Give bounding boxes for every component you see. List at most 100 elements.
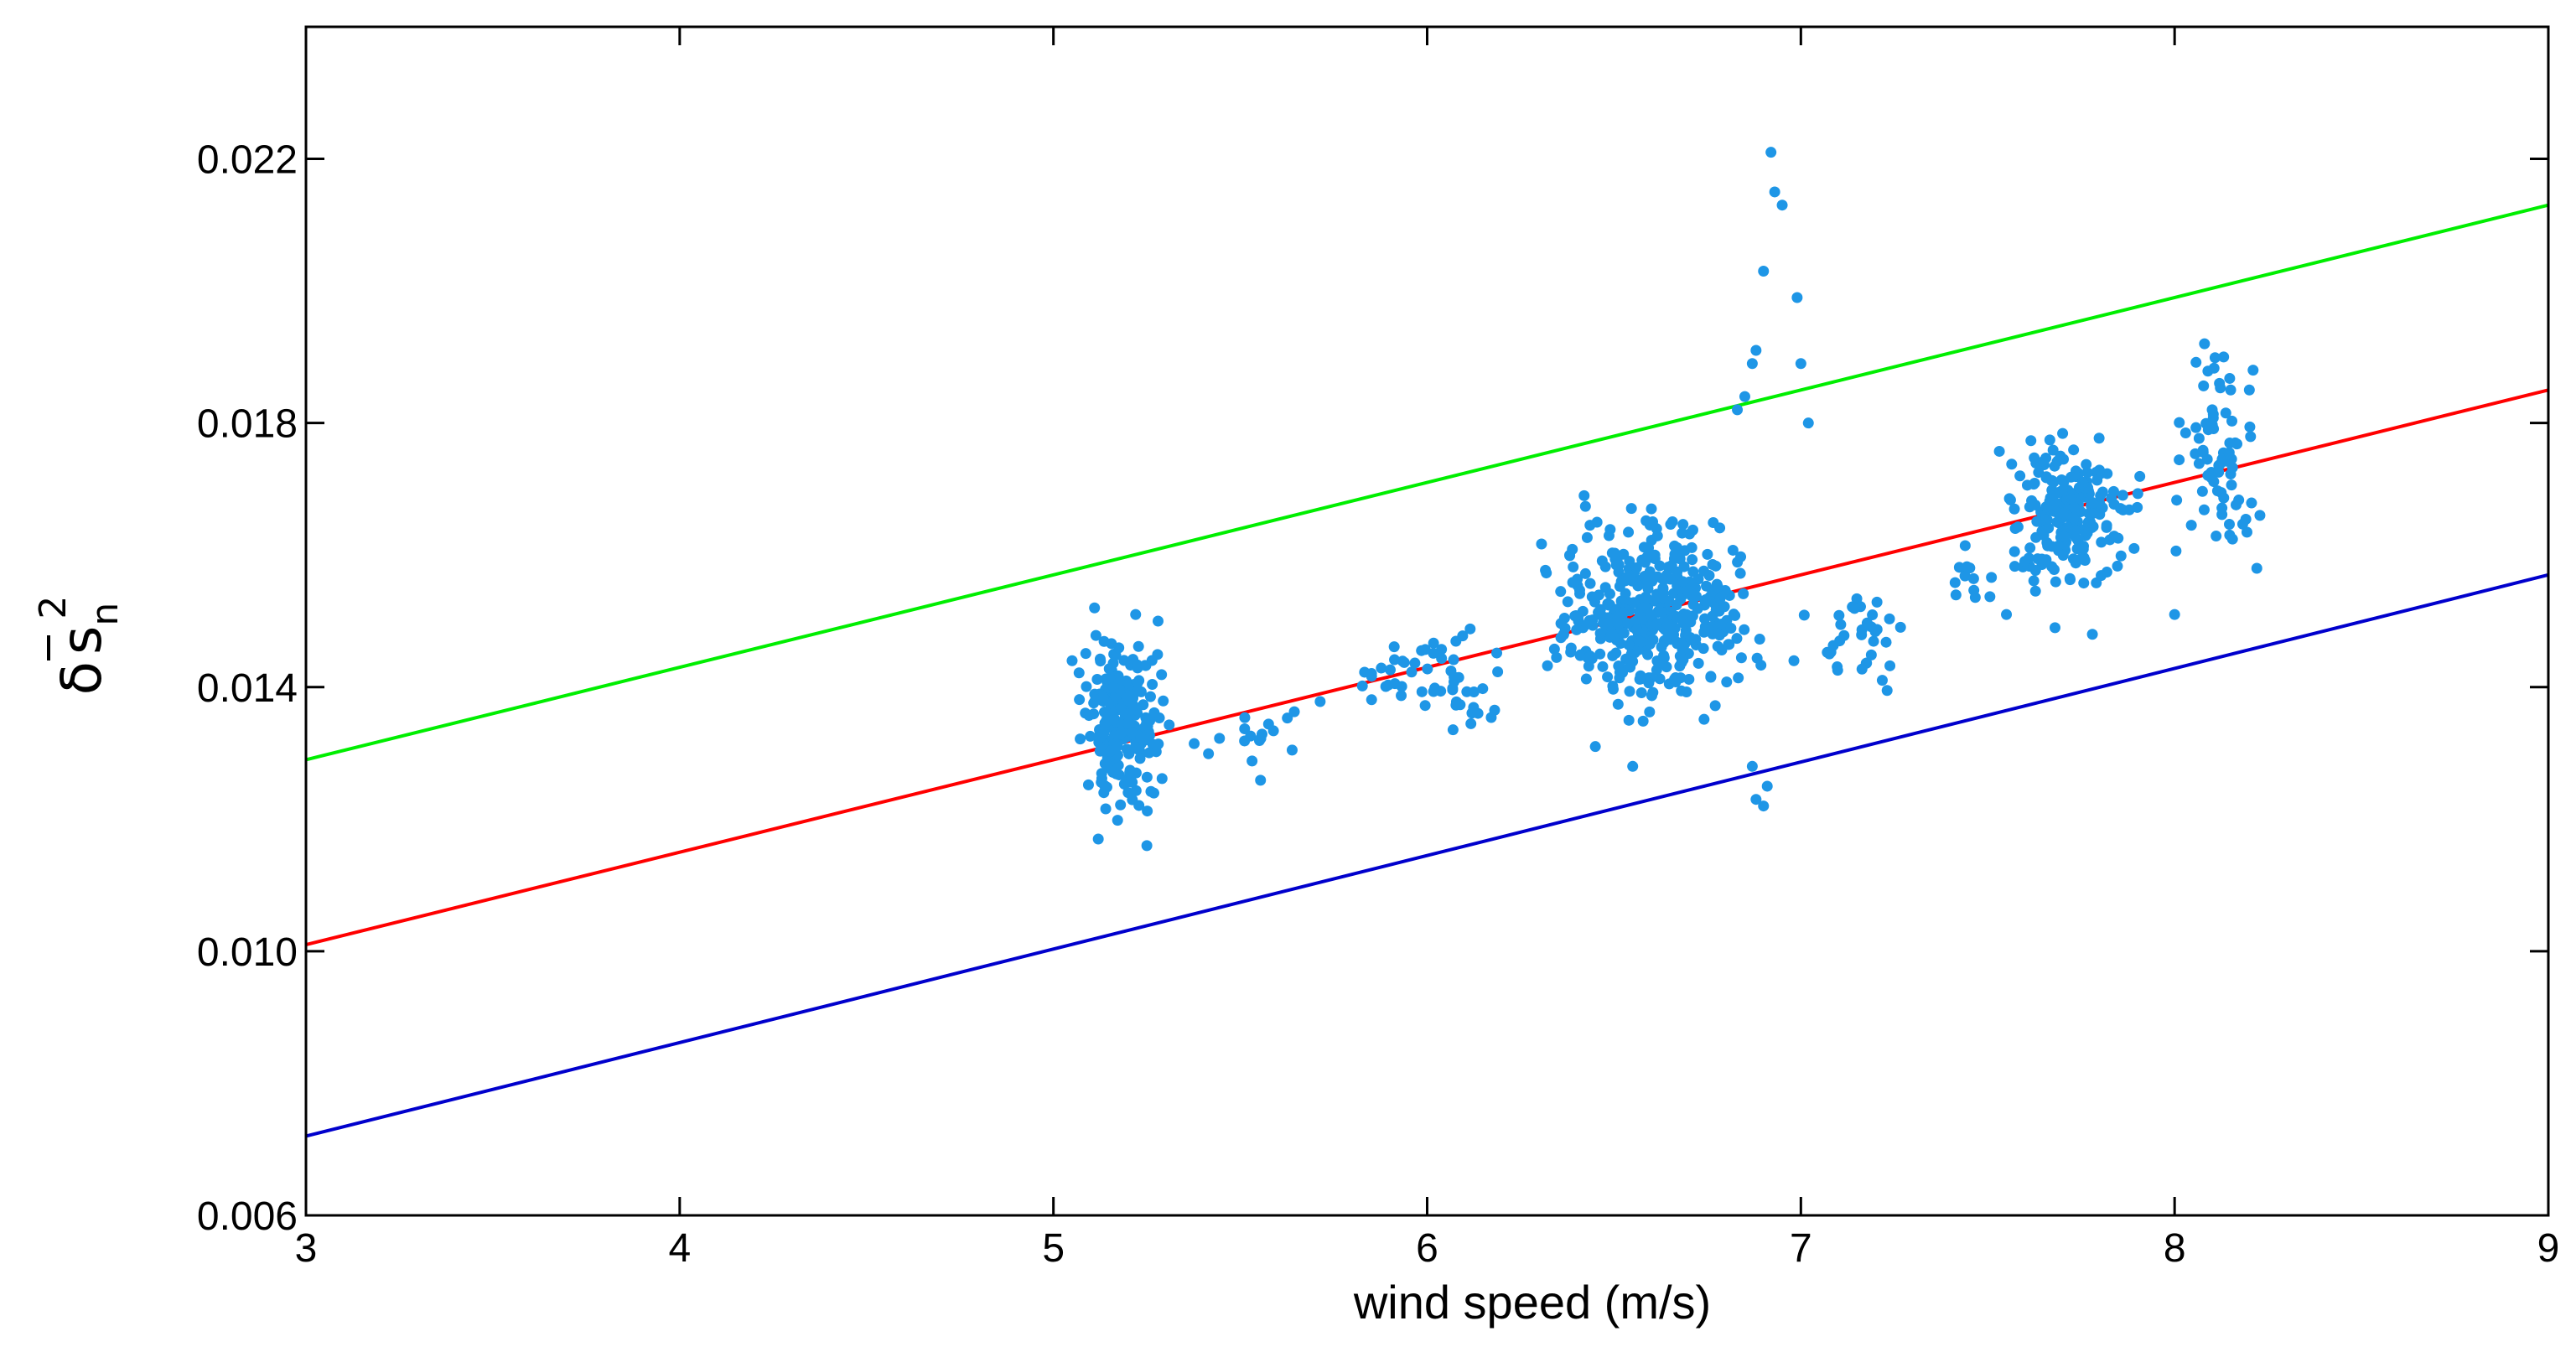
- data-point: [2061, 521, 2073, 533]
- data-point: [2048, 563, 2060, 575]
- data-point: [1450, 635, 1462, 647]
- data-point: [1129, 742, 1141, 754]
- data-point: [1113, 642, 1125, 654]
- data-point: [1871, 596, 1883, 608]
- data-point: [1625, 503, 1637, 515]
- data-point: [1950, 589, 1962, 601]
- data-point: [2031, 515, 2043, 527]
- data-point: [1765, 147, 1777, 158]
- data-point: [2117, 490, 2128, 501]
- data-point: [1127, 700, 1139, 712]
- data-point: [1746, 760, 1758, 772]
- data-point: [1635, 636, 1647, 648]
- data-point: [1214, 733, 1226, 744]
- data-point: [1101, 707, 1112, 718]
- series-line-lower-bound: [305, 572, 2549, 1138]
- data-point: [2226, 462, 2238, 474]
- data-point: [1472, 707, 1484, 719]
- data-point: [1606, 628, 1618, 640]
- data-point: [1627, 655, 1639, 667]
- data-point: [1140, 660, 1152, 671]
- data-point: [1555, 586, 1567, 598]
- data-point: [2052, 541, 2064, 552]
- data-point: [1144, 715, 1156, 727]
- data-point: [1618, 627, 1630, 639]
- data-point: [1156, 773, 1168, 785]
- data-point: [1776, 199, 1788, 211]
- data-point: [1690, 590, 1702, 602]
- data-point: [1239, 723, 1251, 735]
- data-point: [2211, 531, 2222, 542]
- data-point: [1984, 591, 1996, 603]
- data-point: [2244, 421, 2256, 433]
- data-point: [1134, 753, 1146, 764]
- data-point: [1959, 540, 1971, 552]
- data-point: [1692, 573, 1704, 585]
- data-point: [1656, 607, 1668, 619]
- data-point: [1591, 516, 1603, 528]
- data-point: [1721, 676, 1733, 688]
- data-point: [2050, 576, 2061, 588]
- data-point: [2029, 585, 2041, 597]
- data-point: [1639, 571, 1651, 583]
- data-point: [1631, 624, 1643, 636]
- data-point: [1356, 680, 1368, 692]
- data-point: [2087, 497, 2099, 509]
- data-point: [1132, 685, 1143, 697]
- data-point: [1707, 558, 1718, 570]
- data-point: [2170, 545, 2182, 557]
- data-point: [1492, 666, 1504, 677]
- data-point: [2218, 351, 2230, 363]
- data-point: [1651, 619, 1662, 630]
- data-point: [1428, 686, 1439, 697]
- x-tick-label: 9: [2537, 1226, 2560, 1271]
- data-point: [2050, 622, 2060, 634]
- data-point: [2246, 497, 2257, 509]
- data-point: [1880, 636, 1892, 648]
- data-point: [2086, 508, 2098, 520]
- data-point: [2196, 485, 2208, 497]
- data-point: [2048, 476, 2060, 488]
- data-point: [1727, 544, 1739, 556]
- data-point: [1677, 640, 1688, 651]
- data-point: [1130, 785, 1142, 796]
- data-point: [2029, 565, 2041, 577]
- data-point: [1107, 681, 1119, 693]
- data-point: [1699, 613, 1711, 624]
- data-point: [1127, 727, 1138, 738]
- data-point: [1075, 733, 1086, 745]
- data-point: [1594, 628, 1606, 640]
- data-point: [2085, 516, 2097, 528]
- data-point: [1080, 648, 1091, 660]
- data-point: [2107, 485, 2119, 497]
- data-point: [2254, 510, 2266, 521]
- data-point: [1876, 675, 1888, 686]
- data-point: [1603, 530, 1615, 541]
- data-point: [2225, 384, 2237, 396]
- data-point: [1586, 591, 1598, 603]
- data-point: [1868, 635, 1879, 647]
- data-point: [2101, 520, 2112, 531]
- data-point: [2091, 577, 2102, 588]
- data-point: [2223, 447, 2235, 458]
- data-point: [2068, 444, 2080, 456]
- data-point: [1082, 779, 1094, 790]
- data-point: [2071, 543, 2083, 555]
- y-tick-label: 0.010: [197, 930, 298, 975]
- data-point: [2006, 458, 2018, 470]
- data-point: [1967, 572, 1979, 584]
- data-point: [1245, 730, 1257, 742]
- data-point: [2077, 476, 2089, 488]
- data-point: [1641, 551, 1653, 562]
- data-point: [2029, 477, 2040, 489]
- data-point: [1203, 748, 1215, 759]
- data-point: [1754, 634, 1765, 645]
- x-tick-label: 8: [2164, 1226, 2186, 1271]
- data-point: [1090, 694, 1101, 706]
- data-point: [1602, 671, 1614, 683]
- data-point: [1666, 516, 1678, 528]
- data-point: [1716, 618, 1728, 629]
- data-point: [2223, 519, 2235, 531]
- data-point: [1750, 344, 1762, 356]
- data-point: [1968, 584, 1980, 596]
